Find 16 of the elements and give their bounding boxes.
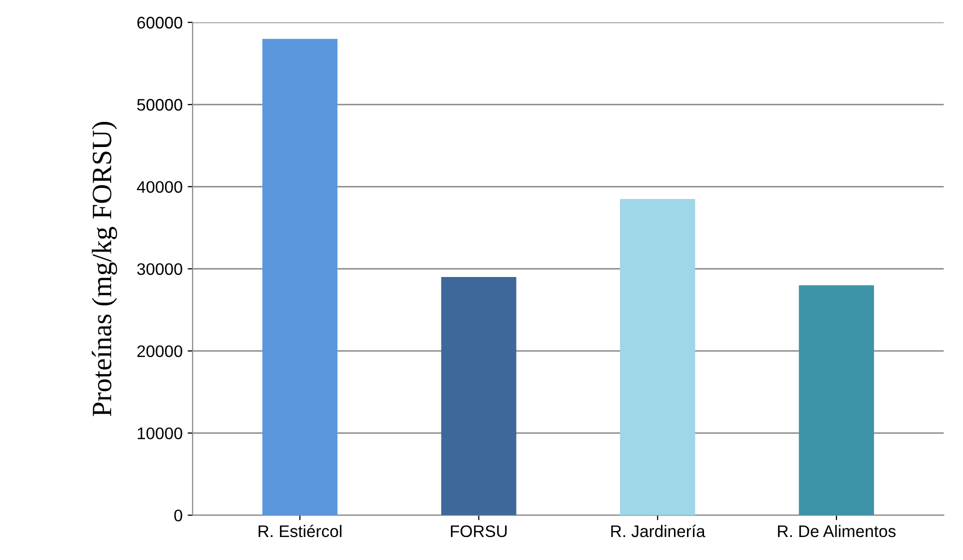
y-axis-title: Proteínas (mg/kg FORSU): [92, 122, 118, 416]
bar: [620, 198, 696, 516]
y-tick-label: 60000: [137, 16, 182, 29]
y-tick-label: 30000: [137, 263, 182, 276]
y-tick-label: 20000: [137, 345, 182, 358]
bar: [441, 277, 516, 516]
y-tick-label: 10000: [138, 427, 182, 440]
y-tick-label: 40000: [136, 181, 182, 193]
bar: [798, 285, 874, 516]
x-tick-label: R. Jardinería: [611, 524, 706, 538]
y-tick-label: 0: [174, 510, 182, 522]
bar: [262, 38, 338, 516]
x-tick-label: R. Estiércol: [258, 524, 342, 538]
y-tick-label: 50000: [137, 98, 182, 111]
x-tick-label: FORSU: [450, 525, 507, 538]
x-tick-label: R. De Alimentos: [778, 524, 896, 538]
